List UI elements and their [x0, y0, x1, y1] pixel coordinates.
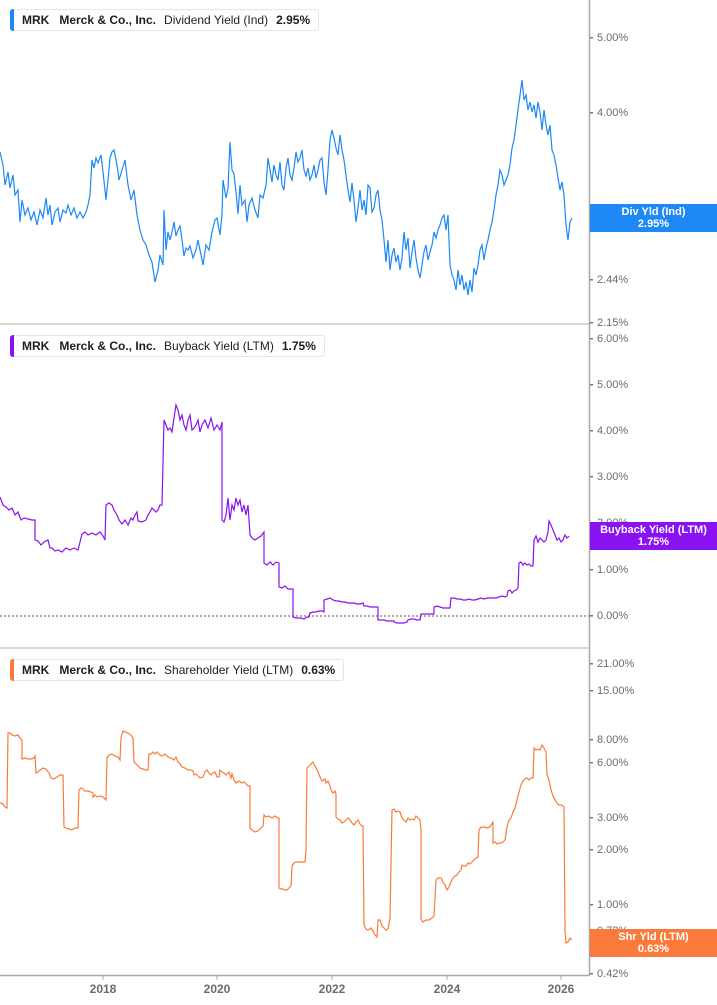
legend-value: 1.75% [281, 339, 316, 353]
legend-value: 2.95% [276, 13, 311, 27]
series-color-swatch [10, 9, 14, 31]
y-tick-label: 5.00% [597, 379, 629, 391]
legend-value: 0.63% [301, 663, 336, 677]
buyback-yield-line[interactable] [0, 402, 570, 624]
y-tick-label: 3.00% [597, 471, 629, 483]
y-tick-label: 6.00% [597, 333, 629, 345]
tag-series-value: 2.95% [637, 218, 670, 230]
x-axis-ticks [102, 975, 562, 980]
legend-buyback-yield[interactable]: MRK Merck & Co., Inc. Buyback Yield (LTM… [10, 335, 325, 357]
tag-series-value: 0.63% [637, 943, 670, 955]
y-tick-label: 2.15% [597, 317, 629, 329]
tag-series-value: 1.75% [637, 536, 670, 548]
y-tick-label: 6.00% [597, 757, 629, 769]
legend-shareholder-yield[interactable]: MRK Merck & Co., Inc. Shareholder Yield … [10, 659, 345, 681]
legend-ticker: MRK [22, 339, 50, 353]
y-tick-label: 8.00% [597, 734, 629, 746]
legend-metric: Dividend Yield (Ind) [164, 13, 269, 27]
x-tick-label: 2022 [318, 982, 346, 996]
dividend-yield-line[interactable] [0, 79, 573, 296]
legend-company: Merck & Co., Inc. [59, 339, 157, 353]
shareholder-yield-line[interactable] [0, 730, 573, 944]
x-tick-label: 2018 [89, 982, 117, 996]
legend-ticker: MRK [22, 13, 50, 27]
tag-series-name: Shr Yld (LTM) [618, 931, 689, 943]
tag-series-name: Buyback Yield (LTM) [600, 524, 707, 536]
legend-ticker: MRK [22, 663, 50, 677]
x-tick-label: 2024 [433, 982, 461, 996]
legend-metric: Shareholder Yield (LTM) [164, 663, 294, 677]
legend-metric: Buyback Yield (LTM) [164, 339, 274, 353]
y-tick-label: 0.00% [597, 610, 629, 622]
y-tick-label: 1.00% [597, 564, 629, 576]
y-tick-label: 5.00% [597, 32, 629, 44]
x-tick-label: 2026 [547, 982, 575, 996]
legend-dividend-yield[interactable]: MRK Merck & Co., Inc. Dividend Yield (In… [10, 9, 320, 31]
buyback-yield-value-tag: Buyback Yield (LTM) 1.75% [590, 522, 717, 550]
y-tick-label: 0.42% [597, 968, 629, 980]
y-tick-label: 1.00% [597, 899, 629, 911]
series-color-swatch [10, 335, 14, 357]
y-axis-ticks [590, 37, 593, 975]
series-color-swatch [10, 659, 14, 681]
legend-company: Merck & Co., Inc. [59, 13, 157, 27]
y-tick-label: 2.00% [597, 844, 629, 856]
dividend-yield-value-tag: Div Yld (Ind) 2.95% [590, 204, 717, 232]
y-tick-label: 2.44% [597, 274, 629, 286]
legend-company: Merck & Co., Inc. [59, 663, 157, 677]
y-tick-label: 4.00% [597, 107, 629, 119]
y-tick-label: 4.00% [597, 425, 629, 437]
y-tick-label: 15.00% [597, 685, 635, 697]
tag-series-name: Div Yld (Ind) [621, 206, 686, 218]
x-tick-label: 2020 [203, 982, 231, 996]
y-tick-label: 3.00% [597, 812, 629, 824]
y-tick-label: 21.00% [597, 658, 635, 670]
shareholder-yield-value-tag: Shr Yld (LTM) 0.63% [590, 929, 717, 957]
